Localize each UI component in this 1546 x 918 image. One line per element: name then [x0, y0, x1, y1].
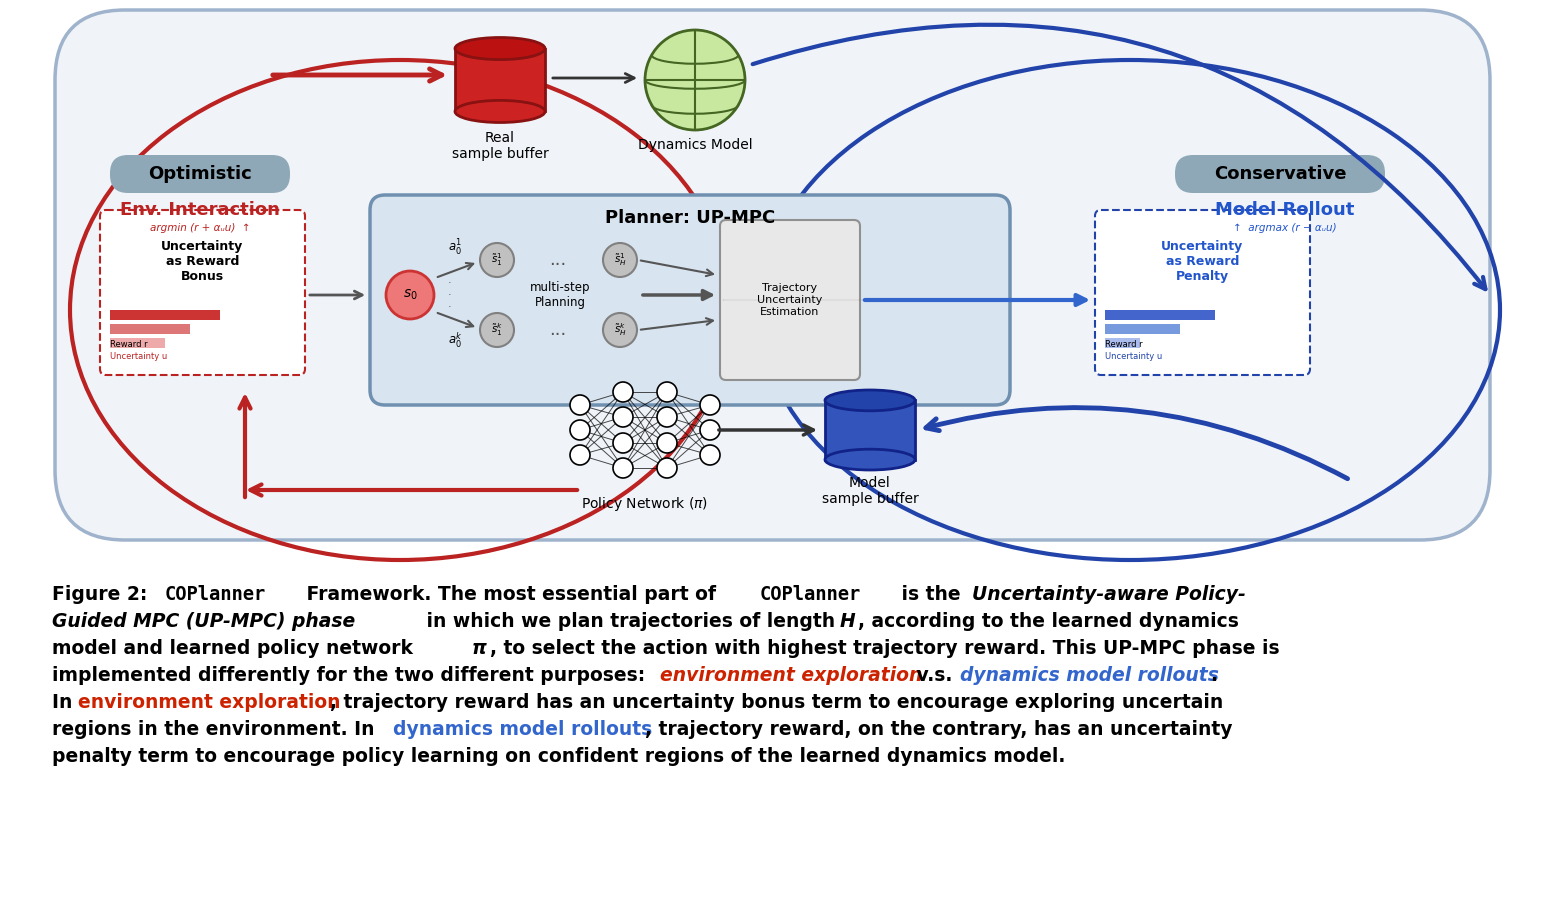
Text: model and learned policy network: model and learned policy network [53, 639, 419, 658]
Bar [826, 400, 915, 460]
Text: environment exploration: environment exploration [77, 693, 340, 712]
FancyBboxPatch shape [1175, 155, 1385, 193]
FancyBboxPatch shape [56, 10, 1490, 540]
Text: is the: is the [895, 585, 968, 604]
Text: , trajectory reward has an uncertainty bonus term to encourage exploring uncerta: , trajectory reward has an uncertainty b… [329, 693, 1223, 712]
Text: penalty term to encourage policy learning on confident regions of the learned dy: penalty term to encourage policy learnin… [53, 747, 1065, 766]
Text: in which we plan trajectories of length: in which we plan trajectories of length [421, 612, 841, 631]
Text: Model Rollout: Model Rollout [1215, 201, 1354, 219]
Text: Env. Interaction: Env. Interaction [121, 201, 280, 219]
Bar [110, 324, 190, 334]
Circle shape [657, 407, 677, 427]
Bar [1105, 338, 1139, 348]
Circle shape [700, 395, 720, 415]
Circle shape [479, 243, 513, 277]
Text: Uncertainty u: Uncertainty u [110, 352, 167, 361]
Ellipse shape [826, 449, 915, 470]
Text: Real
sample buffer: Real sample buffer [451, 130, 549, 161]
Text: Uncertainty-aware Policy-: Uncertainty-aware Policy- [972, 585, 1246, 604]
Text: Policy Network ($\pi$): Policy Network ($\pi$) [581, 495, 708, 513]
Text: implemented differently for the two different purposes:: implemented differently for the two diff… [53, 666, 652, 685]
Text: Conservative: Conservative [1214, 165, 1347, 183]
Text: Uncertainty
as Reward
Bonus: Uncertainty as Reward Bonus [161, 240, 244, 283]
Text: multi-step
Planning: multi-step Planning [530, 281, 591, 309]
Circle shape [700, 445, 720, 465]
Text: H: H [839, 612, 856, 631]
Text: Uncertainty u: Uncertainty u [1105, 352, 1163, 361]
Circle shape [657, 382, 677, 402]
Text: Framework. The most essential part of: Framework. The most essential part of [300, 585, 722, 604]
Circle shape [614, 458, 632, 478]
Circle shape [570, 445, 591, 465]
Text: $\tilde{s}_1^1$: $\tilde{s}_1^1$ [492, 252, 502, 268]
Circle shape [657, 458, 677, 478]
Text: , according to the learned dynamics: , according to the learned dynamics [858, 612, 1238, 631]
Text: $\tilde{s}_H^1$: $\tilde{s}_H^1$ [614, 252, 626, 268]
Circle shape [570, 395, 591, 415]
Text: dynamics model rollouts: dynamics model rollouts [393, 720, 652, 739]
Text: ...: ... [549, 321, 567, 339]
Text: ...: ... [549, 251, 567, 269]
Text: argmin (r + αᵤu)  ↑: argmin (r + αᵤu) ↑ [150, 223, 250, 233]
Text: In: In [53, 693, 79, 712]
Text: , trajectory reward, on the contrary, has an uncertainty: , trajectory reward, on the contrary, ha… [645, 720, 1232, 739]
Circle shape [614, 433, 632, 453]
Text: $\tilde{s}_1^k$: $\tilde{s}_1^k$ [492, 321, 502, 339]
Text: environment exploration: environment exploration [660, 666, 923, 685]
FancyBboxPatch shape [369, 195, 1010, 405]
FancyBboxPatch shape [1095, 210, 1309, 375]
Text: dynamics model rollouts: dynamics model rollouts [960, 666, 1218, 685]
Circle shape [614, 382, 632, 402]
Circle shape [603, 313, 637, 347]
Text: Model
sample buffer: Model sample buffer [821, 476, 918, 506]
Text: ·
·
·: · · · [448, 278, 451, 311]
Circle shape [386, 271, 434, 319]
Ellipse shape [455, 38, 546, 60]
Circle shape [603, 243, 637, 277]
Text: Guided MPC (UP-MPC) phase: Guided MPC (UP-MPC) phase [53, 612, 356, 631]
Circle shape [479, 313, 513, 347]
Text: Planner: UP-MPC: Planner: UP-MPC [604, 209, 775, 227]
Circle shape [570, 420, 591, 440]
Bar [110, 310, 220, 320]
Text: Figure 2:: Figure 2: [53, 585, 155, 604]
Text: Dynamics Model: Dynamics Model [637, 138, 753, 152]
Circle shape [657, 433, 677, 453]
Text: Trajectory
Uncertainty
Estimation: Trajectory Uncertainty Estimation [758, 284, 822, 317]
Ellipse shape [455, 100, 546, 122]
FancyBboxPatch shape [110, 155, 291, 193]
Text: Optimistic: Optimistic [148, 165, 252, 183]
Text: Reward r: Reward r [1105, 340, 1142, 349]
FancyBboxPatch shape [720, 220, 860, 380]
Text: $a_0^k$: $a_0^k$ [448, 330, 462, 350]
Text: COPlanner: COPlanner [761, 585, 861, 604]
Bar [455, 49, 546, 111]
Text: , to select the action with highest trajectory reward. This UP-MPC phase is: , to select the action with highest traj… [490, 639, 1280, 658]
Ellipse shape [826, 390, 915, 410]
Bar [110, 338, 165, 348]
Text: $s_0$: $s_0$ [402, 288, 417, 302]
Circle shape [614, 407, 632, 427]
Circle shape [700, 420, 720, 440]
Bar [1105, 310, 1215, 320]
Text: π: π [472, 639, 487, 658]
FancyBboxPatch shape [100, 210, 305, 375]
Text: COPlanner: COPlanner [165, 585, 266, 604]
Text: $\tilde{s}_H^k$: $\tilde{s}_H^k$ [614, 321, 626, 339]
Text: regions in the environment. In: regions in the environment. In [53, 720, 380, 739]
Text: v.s.: v.s. [911, 666, 959, 685]
Text: Uncertainty
as Reward
Penalty: Uncertainty as Reward Penalty [1161, 240, 1243, 283]
Circle shape [645, 30, 745, 130]
Text: Reward r: Reward r [110, 340, 147, 349]
Text: .: . [1211, 666, 1217, 685]
Text: ↑  argmax (r − αᵤu): ↑ argmax (r − αᵤu) [1234, 223, 1337, 233]
Bar [1105, 324, 1180, 334]
Text: $a_0^1$: $a_0^1$ [448, 238, 462, 258]
